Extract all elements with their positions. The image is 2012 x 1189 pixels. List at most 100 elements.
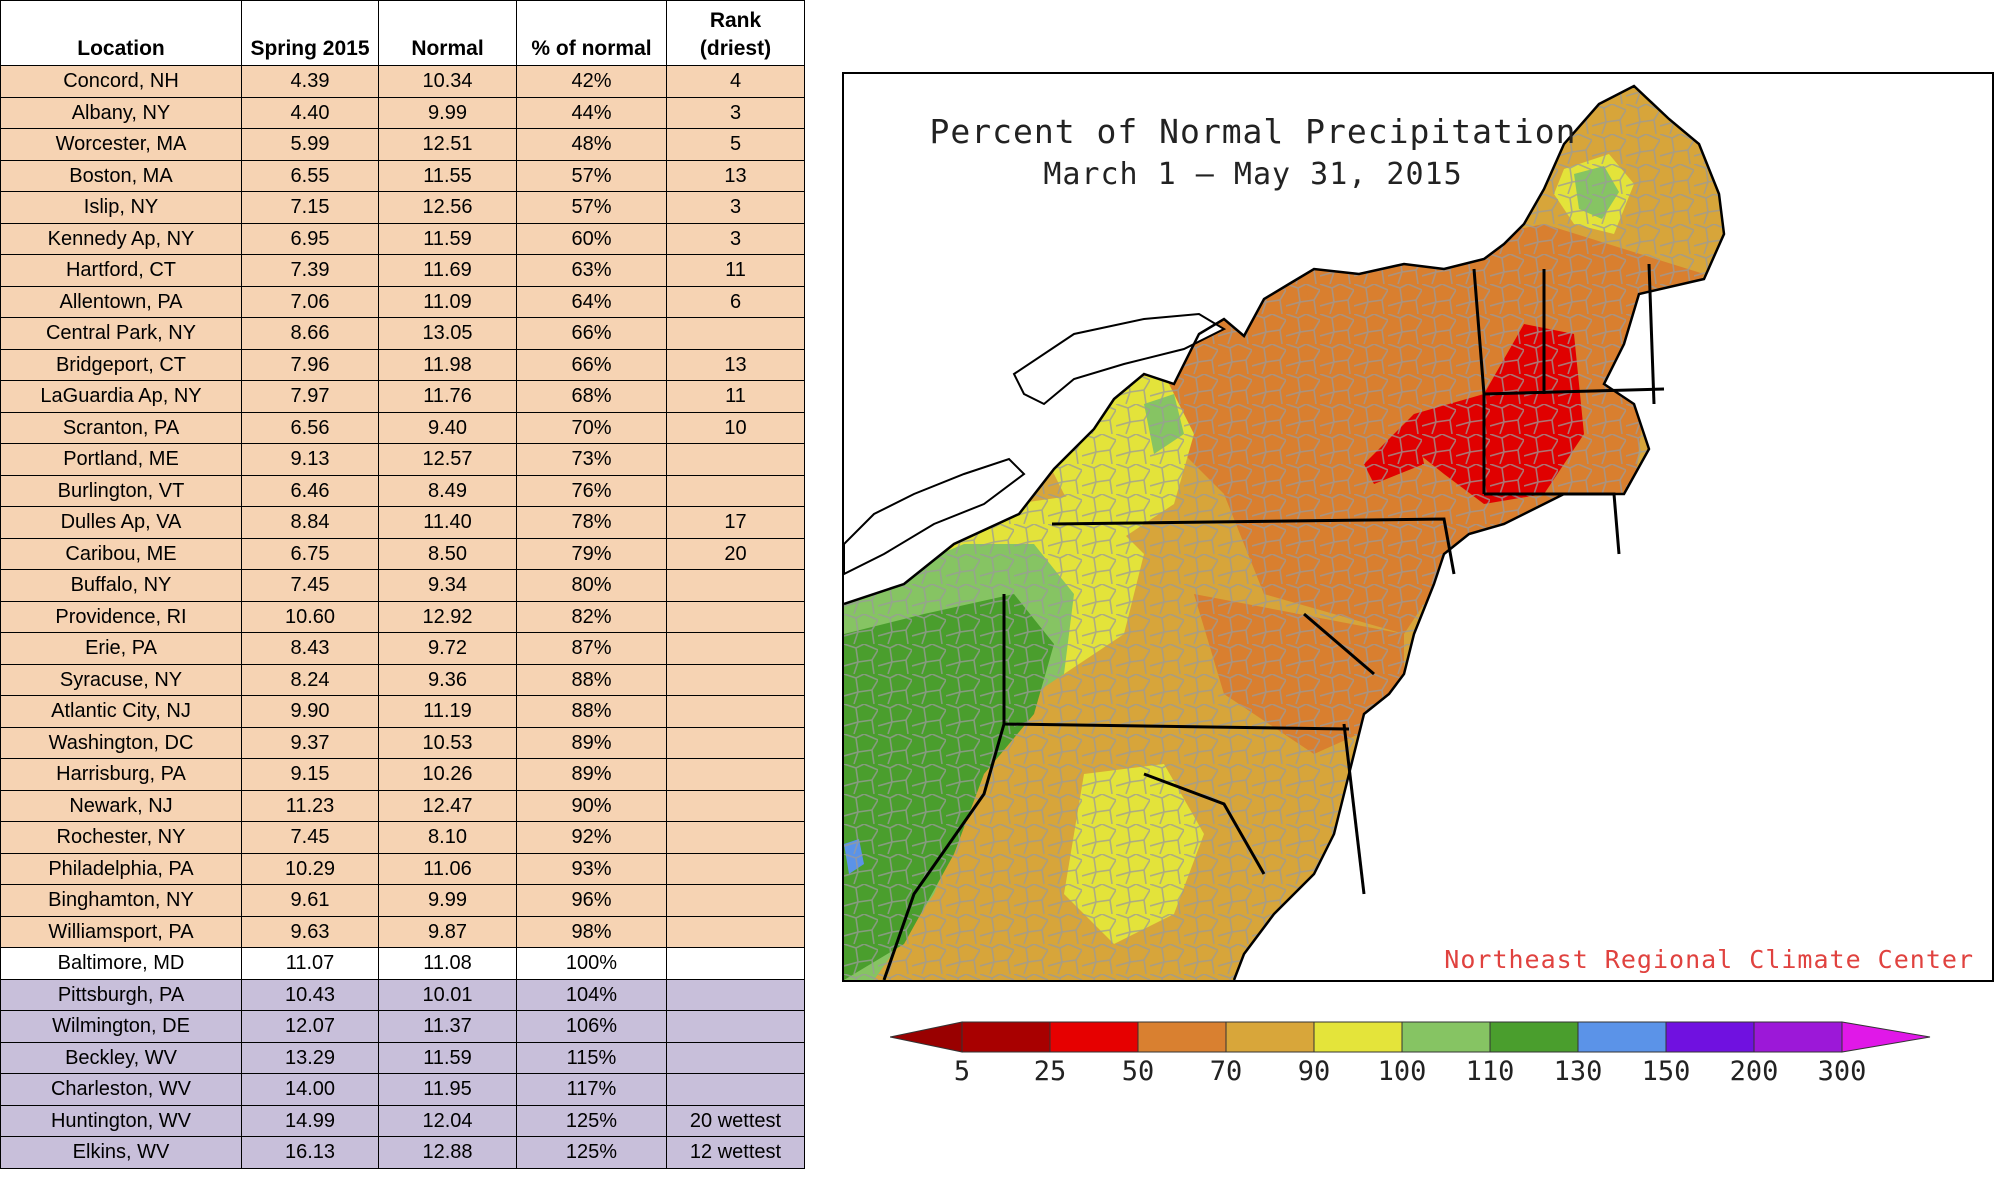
cell-percent-of-normal: 80%	[516, 569, 667, 602]
cell-location: Buffalo, NY	[0, 569, 242, 602]
cell-spring-2015: 7.97	[241, 380, 379, 413]
cell-rank	[666, 443, 805, 476]
legend-tick-label: 70	[1209, 1056, 1243, 1087]
cell-location: LaGuardia Ap, NY	[0, 380, 242, 413]
table-row: Baltimore, MD 11.07 11.08 100%	[0, 947, 805, 980]
cell-location: Kennedy Ap, NY	[0, 222, 242, 255]
cell-normal: 11.98	[378, 348, 517, 381]
coastline	[844, 84, 1726, 980]
cell-normal: 13.05	[378, 317, 517, 350]
cell-normal: 11.08	[378, 947, 517, 980]
cell-rank: 12 wettest	[666, 1136, 805, 1169]
cell-spring-2015: 8.24	[241, 663, 379, 696]
cell-percent-of-normal: 76%	[516, 474, 667, 507]
cell-spring-2015: 6.95	[241, 222, 379, 255]
cell-spring-2015: 4.40	[241, 96, 379, 129]
legend-swatch	[1225, 1021, 1315, 1053]
table-row: Binghamton, NY 9.61 9.99 96%	[0, 884, 805, 917]
map-subtitle: March 1 — May 31, 2015	[1043, 157, 1463, 192]
cell-spring-2015: 10.43	[241, 978, 379, 1011]
legend-swatch	[1401, 1021, 1491, 1053]
cell-location: Concord, NH	[0, 65, 242, 98]
cell-rank	[666, 632, 805, 665]
cell-normal: 12.47	[378, 789, 517, 822]
cell-rank	[666, 600, 805, 633]
table-row: Providence, RI 10.60 12.92 82%	[0, 600, 805, 633]
color-legend: 5 25 50 70 90 100 110 130 150 200 300	[890, 1018, 1950, 1128]
cell-spring-2015: 11.23	[241, 789, 379, 822]
cell-rank	[666, 663, 805, 696]
cell-normal: 11.37	[378, 1010, 517, 1043]
cell-rank: 5	[666, 128, 805, 161]
cell-spring-2015: 16.13	[241, 1136, 379, 1169]
cell-percent-of-normal: 48%	[516, 128, 667, 161]
cell-spring-2015: 9.37	[241, 726, 379, 759]
cell-spring-2015: 6.46	[241, 474, 379, 507]
cell-location: Baltimore, MD	[0, 947, 242, 980]
cell-spring-2015: 6.55	[241, 159, 379, 192]
legend-tick-label: 25	[1033, 1056, 1067, 1087]
legend-swatch	[1577, 1021, 1667, 1053]
table-row: Allentown, PA 7.06 11.09 64% 6	[0, 285, 805, 318]
legend-tick-label: 50	[1121, 1056, 1155, 1087]
cell-location: Pittsburgh, PA	[0, 978, 242, 1011]
cell-percent-of-normal: 82%	[516, 600, 667, 633]
map-canvas	[844, 84, 1726, 980]
cell-rank: 17	[666, 506, 805, 539]
cell-rank: 4	[666, 65, 805, 98]
cell-spring-2015: 6.75	[241, 537, 379, 570]
precipitation-map: Percent of Normal Precipitation March 1 …	[842, 72, 1994, 982]
cell-location: Washington, DC	[0, 726, 242, 759]
cell-location: Allentown, PA	[0, 285, 242, 318]
cell-spring-2015: 10.29	[241, 852, 379, 885]
cell-location: Syracuse, NY	[0, 663, 242, 696]
cell-spring-2015: 12.07	[241, 1010, 379, 1043]
table-row: Wilmington, DE 12.07 11.37 106%	[0, 1010, 805, 1043]
header-spring-2015: Spring 2015	[241, 0, 379, 66]
cell-spring-2015: 8.66	[241, 317, 379, 350]
cell-rank	[666, 1041, 805, 1074]
cell-location: Caribou, ME	[0, 537, 242, 570]
cell-normal: 12.92	[378, 600, 517, 633]
cell-percent-of-normal: 42%	[516, 65, 667, 98]
cell-location: Harrisburg, PA	[0, 758, 242, 791]
cell-location: Islip, NY	[0, 191, 242, 224]
cell-location: Bridgeport, CT	[0, 348, 242, 381]
cell-normal: 10.26	[378, 758, 517, 791]
cell-spring-2015: 7.96	[241, 348, 379, 381]
cell-normal: 9.36	[378, 663, 517, 696]
lake-erie	[844, 457, 1026, 576]
cell-spring-2015: 7.45	[241, 821, 379, 854]
table-row: Williamsport, PA 9.63 9.87 98%	[0, 915, 805, 948]
cell-location: Central Park, NY	[0, 317, 242, 350]
cell-rank	[666, 884, 805, 917]
header-location: Location	[0, 0, 242, 66]
table-row: Caribou, ME 6.75 8.50 79% 20	[0, 537, 805, 570]
table-row: Boston, MA 6.55 11.55 57% 13	[0, 159, 805, 192]
cell-rank	[666, 474, 805, 507]
table-row: Scranton, PA 6.56 9.40 70% 10	[0, 411, 805, 444]
legend-swatch	[1489, 1021, 1579, 1053]
cell-normal: 11.06	[378, 852, 517, 885]
cell-spring-2015: 14.99	[241, 1104, 379, 1137]
cell-location: Albany, NY	[0, 96, 242, 129]
cell-normal: 12.57	[378, 443, 517, 476]
cell-normal: 11.59	[378, 1041, 517, 1074]
cell-percent-of-normal: 44%	[516, 96, 667, 129]
cell-location: Erie, PA	[0, 632, 242, 665]
cell-rank	[666, 947, 805, 980]
cell-percent-of-normal: 106%	[516, 1010, 667, 1043]
cell-rank: 20 wettest	[666, 1104, 805, 1137]
table-row: Burlington, VT 6.46 8.49 76%	[0, 474, 805, 507]
cell-spring-2015: 4.39	[241, 65, 379, 98]
cell-normal: 9.99	[378, 884, 517, 917]
cell-location: Dulles Ap, VA	[0, 506, 242, 539]
precipitation-table-container: Location Spring 2015 Normal % of normal …	[0, 0, 805, 1169]
table-row: Albany, NY 4.40 9.99 44% 3	[0, 96, 805, 129]
cell-spring-2015: 7.15	[241, 191, 379, 224]
cell-normal: 11.59	[378, 222, 517, 255]
table-header-row: Location Spring 2015 Normal % of normal …	[0, 0, 805, 66]
cell-spring-2015: 7.45	[241, 569, 379, 602]
lake-ontario	[1012, 312, 1227, 406]
cell-percent-of-normal: 66%	[516, 317, 667, 350]
